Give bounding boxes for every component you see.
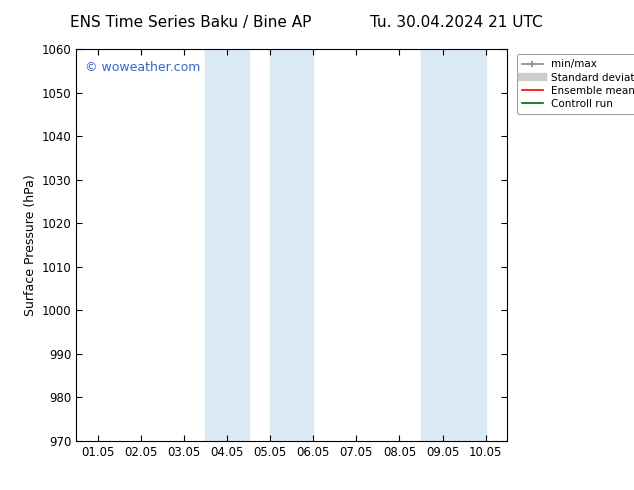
Bar	[270, 49, 313, 441]
Y-axis label: Surface Pressure (hPa): Surface Pressure (hPa)	[24, 174, 37, 316]
Text: Tu. 30.04.2024 21 UTC: Tu. 30.04.2024 21 UTC	[370, 15, 543, 30]
Legend: min/max, Standard deviation, Ensemble mean run, Controll run: min/max, Standard deviation, Ensemble me…	[517, 54, 634, 114]
Bar	[205, 49, 249, 441]
Text: ENS Time Series Baku / Bine AP: ENS Time Series Baku / Bine AP	[70, 15, 311, 30]
Bar	[421, 49, 464, 441]
Bar	[464, 49, 486, 441]
Text: © woweather.com: © woweather.com	[85, 61, 200, 74]
